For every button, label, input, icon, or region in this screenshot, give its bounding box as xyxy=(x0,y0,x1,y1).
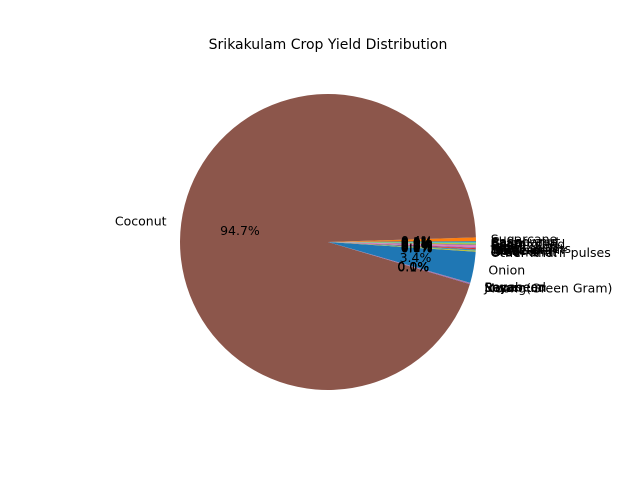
pie-percent-label: 3.4% xyxy=(400,250,432,265)
pie-percent-label: 0.0% xyxy=(401,240,433,255)
pie-percent-label: 0.0% xyxy=(401,240,433,255)
pie-category-label: Rapeseed xyxy=(484,280,546,295)
pie-category-label: Jowar xyxy=(483,280,519,295)
pie-percent-label: 0.1% xyxy=(401,235,433,250)
pie-slice-maize xyxy=(328,242,476,251)
pie-slice-coconut xyxy=(180,93,476,390)
pie-percent-label: 0.0% xyxy=(397,259,429,274)
pie-category-label: Sannhamp xyxy=(491,235,558,250)
pie-slice-soyabean xyxy=(328,242,471,284)
pie-slice-rice xyxy=(328,242,476,248)
pie-percent-label: 0.1% xyxy=(401,238,433,253)
pie-category-label: Sunflower xyxy=(491,243,554,258)
pie-percent-labels: 0.1%0.4%94.7%0.1%0.0%0.0%0.0%0.0%3.4%0.0… xyxy=(220,223,433,274)
pie-category-label: Sugarcane xyxy=(491,231,558,246)
pie-category-label: Castor seed xyxy=(491,236,565,251)
pie-slice-sesamum xyxy=(328,242,471,284)
pie-slice-jowar xyxy=(328,242,471,284)
pie-category-label: Sesamum xyxy=(484,280,546,295)
pie-slice-groundnut xyxy=(328,242,476,252)
pie-percent-label: 94.7% xyxy=(220,223,260,238)
pie-percent-label: 0.4% xyxy=(401,233,433,248)
pie-slice-other-kharif-pulses xyxy=(328,242,476,252)
chart-title: Srikakulam Crop Yield Distribution xyxy=(209,37,448,53)
pie-slice-moong-green-gram xyxy=(328,242,471,285)
pie-slice-castor-seed xyxy=(328,242,476,245)
pie-category-label: Ragi xyxy=(491,237,518,252)
pie-percent-label: 0.0% xyxy=(401,239,433,254)
pie-category-label: Other Kharif pulses xyxy=(490,245,610,260)
pie-percent-label: 0.1% xyxy=(401,240,433,255)
pie-percent-label: 0.0% xyxy=(397,259,429,274)
pie-category-label: Moong(Green Gram) xyxy=(484,280,612,295)
pie-percent-label: 0.2% xyxy=(401,237,433,252)
pie-percent-label: 0.0% xyxy=(401,235,433,250)
pie-percent-label: 0.1% xyxy=(401,234,433,249)
pie-percent-label: 0.0% xyxy=(397,259,429,274)
pie-percent-label: 0.0% xyxy=(401,238,433,253)
pie-slice-tobacco xyxy=(328,242,476,250)
pie-percent-label: 0.0% xyxy=(397,259,429,274)
pie-category-label: Horse-gram xyxy=(491,242,565,257)
pie-slice-urad xyxy=(328,242,476,251)
pie-percent-label: 0.0% xyxy=(401,235,433,250)
pie-slice-onion xyxy=(328,242,476,283)
pie-slice-small-millets xyxy=(328,242,476,249)
pie-category-label: Niger seed xyxy=(491,240,558,255)
pie-category-label: Small millets xyxy=(491,241,571,256)
pie-slice-sunflower xyxy=(328,242,476,250)
pie-slices xyxy=(180,93,476,390)
pie-category-label: Cashewnut xyxy=(491,234,561,249)
pie-slice-niger-seed xyxy=(328,242,476,248)
pie-percent-label: 0.1% xyxy=(401,236,433,251)
pie-category-label: Gram xyxy=(491,235,526,250)
pie-category-label: Groundnut xyxy=(490,245,557,260)
pie-category-label: Coconut xyxy=(115,214,167,229)
pie-percent-label: 0.1% xyxy=(401,239,433,254)
pie-category-label: Urad xyxy=(491,244,521,259)
pie-percent-label: 0.1% xyxy=(397,260,429,275)
pie-category-label: Bajra xyxy=(491,235,524,250)
pie-category-label: Onion xyxy=(488,263,525,278)
pie-slice-ragi xyxy=(328,242,476,246)
pie-category-label: Maize xyxy=(491,243,527,258)
pie-percent-label: 0.1% xyxy=(401,238,433,253)
pie-category-label: Rice xyxy=(491,239,518,254)
pie-slice-horse-gram xyxy=(328,242,476,250)
pie-slice-cashewnut xyxy=(328,241,476,242)
pie-percent-label: 0.1% xyxy=(401,236,433,251)
pie-percent-label: 0.0% xyxy=(401,239,433,254)
pie-slice-gram xyxy=(328,242,476,244)
pie-slice-rapeseed xyxy=(328,242,471,284)
pie-category-label: Tobacco xyxy=(490,242,541,257)
pie-category-label: Soyabean xyxy=(484,280,546,295)
pie-slice-sugarcane xyxy=(328,237,476,242)
